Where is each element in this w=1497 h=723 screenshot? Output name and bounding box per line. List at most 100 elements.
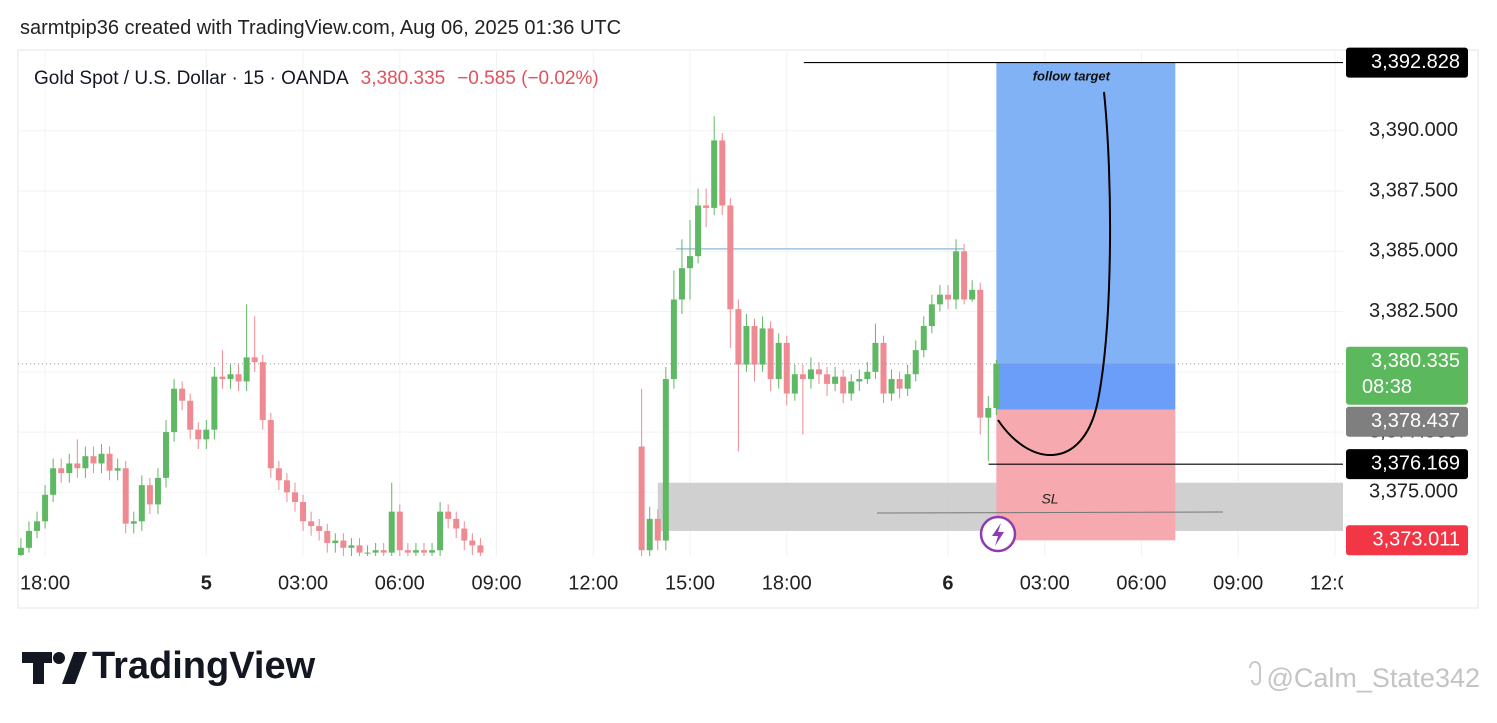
- candle-body: [775, 342, 782, 380]
- price-label-box: [1346, 449, 1468, 480]
- overlay: 3,375.0003,377.5003,380.0003,382.5003,38…: [803, 47, 1468, 556]
- x-tick-label: 06:00: [375, 572, 425, 594]
- candle-body: [437, 511, 444, 551]
- candle-body: [195, 429, 202, 440]
- candle-body: [469, 540, 476, 546]
- candle-body: [815, 369, 822, 375]
- x-tick-label: 5: [201, 572, 212, 594]
- candle-body: [662, 379, 669, 541]
- x-tick-label: 09:00: [1213, 572, 1263, 594]
- y-tick-label: 3,390.000: [1369, 119, 1458, 141]
- candle-body: [235, 374, 242, 382]
- candle-body: [687, 256, 694, 269]
- candle-body: [719, 140, 726, 206]
- candle-body: [977, 289, 984, 418]
- y-tick-label: 3,387.500: [1369, 179, 1458, 201]
- x-tick-label: 18:00: [20, 572, 70, 594]
- candle-body: [743, 326, 750, 365]
- wordmark: TradingView: [92, 645, 316, 687]
- candle-body: [783, 342, 790, 394]
- candle-body: [791, 374, 798, 394]
- price-label: 3,376.169: [1371, 452, 1460, 474]
- candle-body: [316, 526, 323, 531]
- candle-body: [711, 140, 718, 208]
- candle-body: [372, 550, 379, 553]
- candle-body: [848, 381, 855, 394]
- candle-body: [646, 518, 653, 551]
- candle-body: [163, 432, 170, 478]
- price-label-box: [1346, 47, 1468, 78]
- countdown: 08:38: [1362, 376, 1412, 398]
- price-label: 3,378.437: [1371, 410, 1460, 432]
- candle-body: [888, 379, 895, 394]
- candle-body: [670, 299, 677, 380]
- candle-body: [283, 480, 290, 493]
- candle-body: [74, 463, 81, 469]
- candle-body: [396, 511, 403, 551]
- candle-body: [356, 545, 363, 553]
- candle-body: [34, 521, 41, 531]
- candle-body: [767, 328, 774, 380]
- candle-body: [380, 550, 387, 553]
- candle-body: [961, 251, 968, 300]
- candle-body: [211, 376, 218, 430]
- candle-body: [18, 547, 24, 556]
- x-tick-label: 12:00: [568, 572, 618, 594]
- price-label-box: [1346, 525, 1468, 556]
- candle-body: [856, 379, 863, 382]
- open-pnl-area: [996, 363, 1176, 410]
- x-tick-label: 6: [942, 572, 953, 594]
- candle-body: [388, 511, 395, 553]
- candle-body: [82, 456, 89, 469]
- x-tick-label: 03:00: [1020, 572, 1070, 594]
- candle-body: [404, 550, 411, 553]
- candle-body: [703, 205, 710, 208]
- candle-body: [751, 326, 758, 365]
- candle-body: [912, 350, 919, 375]
- candle-body: [936, 294, 943, 305]
- candle-body: [654, 518, 661, 541]
- candle-body: [993, 363, 1000, 408]
- price-label-box: [1346, 346, 1468, 405]
- candle-body: [179, 388, 186, 401]
- x-axis: 18:00 5 03:00 06:00 09:00 12:00 15:00 18:00 6 03:…: [20, 572, 1360, 594]
- symbol[interactable]: Gold Spot / U.S. Dollar · 15 · OANDA: [34, 68, 349, 89]
- candle-body: [324, 530, 331, 543]
- candle-body: [364, 552, 371, 554]
- candle-body: [920, 326, 927, 351]
- x-tick-label: 09:00: [472, 572, 522, 594]
- candle-body: [203, 429, 210, 440]
- candle-body: [928, 304, 935, 327]
- candle-body: [259, 362, 266, 421]
- price-label-box: [1346, 406, 1468, 437]
- candle-body: [130, 521, 137, 524]
- last-price: 3,380.335: [360, 68, 446, 89]
- candle-body: [291, 492, 298, 503]
- candle-body: [25, 530, 32, 548]
- drawn-curve: [997, 91, 1112, 456]
- candle-body: [420, 550, 427, 553]
- candle-body: [678, 268, 685, 300]
- candle-body: [348, 545, 355, 548]
- candle-body: [154, 477, 161, 505]
- candle-body: [146, 485, 153, 505]
- candle-body: [106, 453, 113, 471]
- candle-body: [896, 379, 903, 389]
- candle-body: [98, 453, 105, 464]
- candle-body: [340, 540, 347, 548]
- candle-body: [267, 420, 274, 469]
- candle-body: [227, 374, 234, 380]
- y-tick-label: 3,382.500: [1369, 300, 1458, 322]
- candle-body: [429, 550, 436, 553]
- candle-body: [969, 289, 976, 300]
- candle-body: [332, 540, 339, 543]
- candle-body: [944, 294, 951, 300]
- candle-body: [412, 550, 419, 553]
- price-label: 3,392.828: [1371, 51, 1460, 73]
- zone-label: SL: [1041, 491, 1058, 507]
- price-label: 3,373.011: [1373, 529, 1461, 551]
- candle-body: [985, 407, 992, 418]
- x-tick-label: 12:00: [1310, 572, 1360, 594]
- header: sarmtpip36 created with TradingView.com,…: [20, 17, 622, 39]
- y-tick-label: 3,375.000: [1369, 481, 1458, 503]
